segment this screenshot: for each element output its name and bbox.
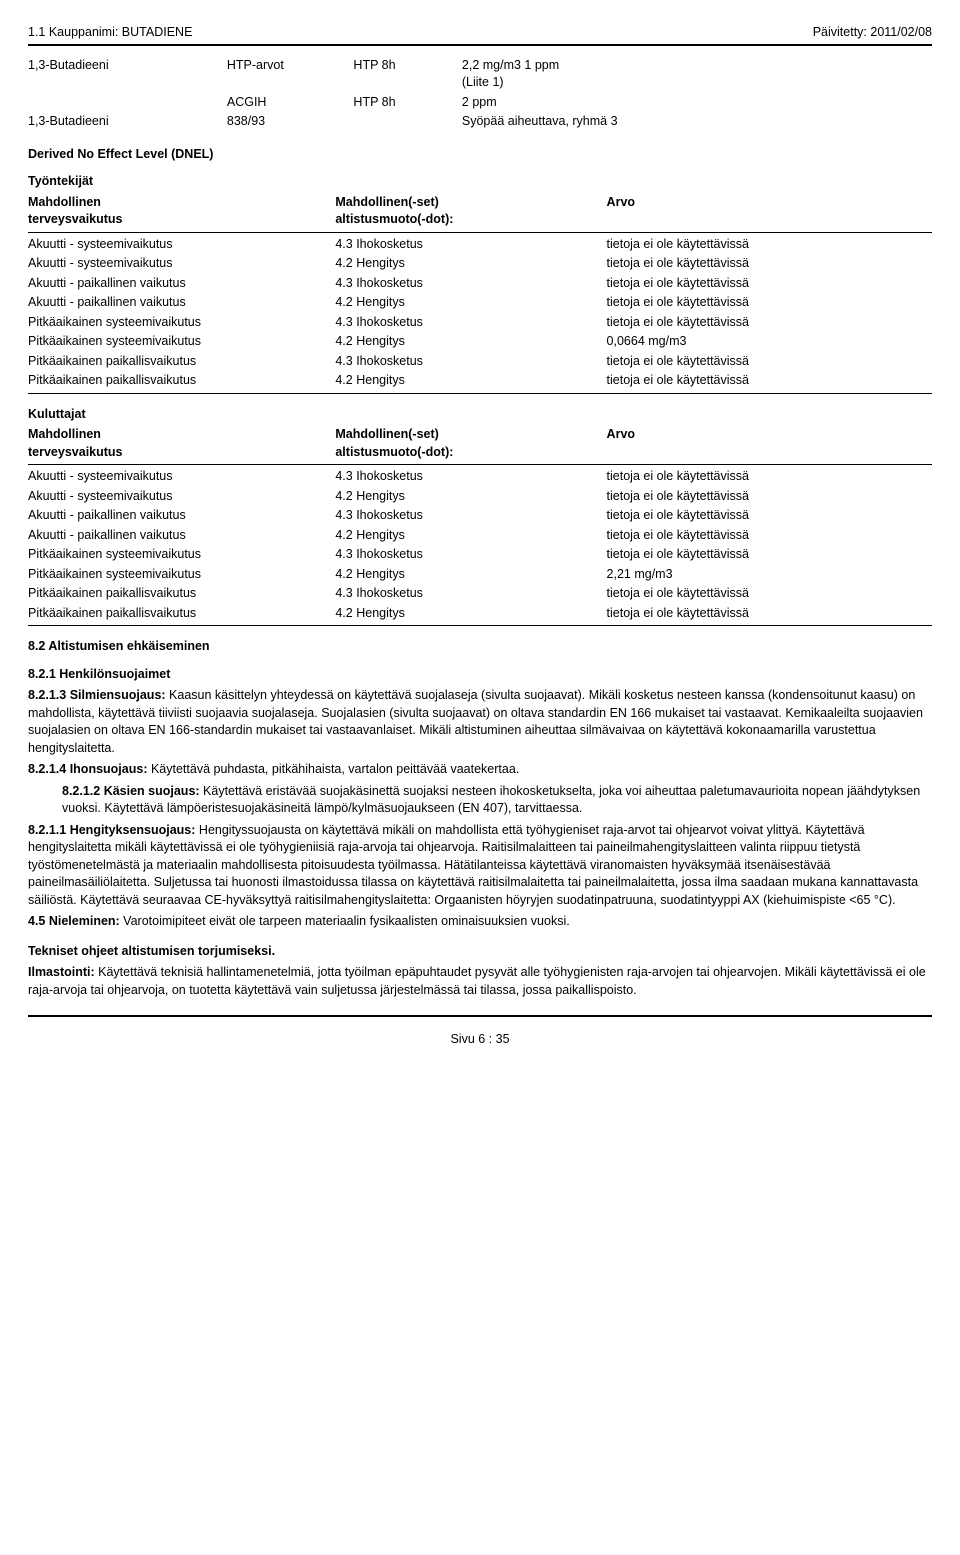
header-row: Mahdollinenterveysvaikutus Mahdollinen(-… [28,425,932,462]
ingestion: 4.5 Nieleminen: Varotoimipiteet eivät ol… [28,913,932,931]
table-row: 1,3-Butadieeni 838/93 Syöpää aiheuttava,… [28,112,932,132]
s8-2-title: 8.2 Altistumisen ehkäiseminen [28,638,932,656]
table-row: Akuutti - paikallinen vaikutus4.2 Hengit… [28,293,932,313]
header-row: Mahdollinenterveysvaikutus Mahdollinen(-… [28,193,932,230]
substance-cell: 1,3-Butadieeni [28,56,227,93]
page-header: 1.1 Kauppanimi: BUTADIENE Päivitetty: 20… [28,24,932,42]
dnel-table-consumers: Mahdollinenterveysvaikutus Mahdollinen(-… [28,425,932,628]
table-row: Pitkäaikainen paikallisvaikutus4.2 Hengi… [28,371,932,391]
respiratory-protection: 8.2.1.1 Hengityksensuojaus: Hengityssuoj… [28,822,932,910]
s8-2-1-title: 8.2.1 Henkilönsuojaimet [28,666,932,684]
tech-measures-title: Tekniset ohjeet altistumisen torjumiseks… [28,943,932,961]
page-footer: Sivu 6 : 35 [28,1031,932,1049]
period-cell: HTP 8h [353,56,461,93]
table-row: Akuutti - paikallinen vaikutus4.3 Ihokos… [28,506,932,526]
table-row: Pitkäaikainen paikallisvaikutus4.2 Hengi… [28,604,932,624]
table-row: Pitkäaikainen systeemivaikutus4.3 Ihokos… [28,545,932,565]
table-row: Pitkäaikainen systeemivaikutus4.2 Hengit… [28,565,932,585]
table-row: Akuutti - systeemivaikutus4.2 Hengitysti… [28,487,932,507]
hand-protection: 8.2.1.2 Käsien suojaus: Käytettävä erist… [28,783,932,818]
table-row: 1,3-Butadieeni HTP-arvot HTP 8h 2,2 mg/m… [28,56,932,93]
table-row: ACGIH HTP 8h 2 ppm [28,93,932,113]
trade-name: 1.1 Kauppanimi: BUTADIENE [28,24,192,42]
skin-protection: 8.2.1.4 Ihonsuojaus: Käytettävä puhdasta… [28,761,932,779]
table-row: Pitkäaikainen systeemivaikutus4.2 Hengit… [28,332,932,352]
table-row: Akuutti - paikallinen vaikutus4.3 Ihokos… [28,274,932,294]
source-cell: HTP-arvot [227,56,354,93]
footer-rule [28,1015,932,1017]
dnel-heading: Derived No Effect Level (DNEL) [28,146,932,164]
table-row: Pitkäaikainen systeemivaikutus4.3 Ihokos… [28,313,932,333]
eye-protection: 8.2.1.3 Silmiensuojaus: Kaasun käsittely… [28,687,932,757]
ventilation: Ilmastointi: Käytettävä teknisiä hallint… [28,964,932,999]
workers-title: Työntekijät [28,173,932,191]
dnel-table-workers: Mahdollinenterveysvaikutus Mahdollinen(-… [28,193,932,396]
table-row: Akuutti - systeemivaikutus4.2 Hengitysti… [28,254,932,274]
htp-table: 1,3-Butadieeni HTP-arvot HTP 8h 2,2 mg/m… [28,56,932,132]
table-row: Pitkäaikainen paikallisvaikutus4.3 Ihoko… [28,584,932,604]
consumers-title: Kuluttajat [28,406,932,424]
table-row: Pitkäaikainen paikallisvaikutus4.3 Ihoko… [28,352,932,372]
table-row: Akuutti - systeemivaikutus4.3 Ihokosketu… [28,467,932,487]
header-rule [28,44,932,46]
table-row: Akuutti - paikallinen vaikutus4.2 Hengit… [28,526,932,546]
table-row: Akuutti - systeemivaikutus4.3 Ihokosketu… [28,235,932,255]
value-cell: 2,2 mg/m3 1 ppm (Liite 1) [462,56,932,93]
updated-date: Päivitetty: 2011/02/08 [813,24,932,42]
